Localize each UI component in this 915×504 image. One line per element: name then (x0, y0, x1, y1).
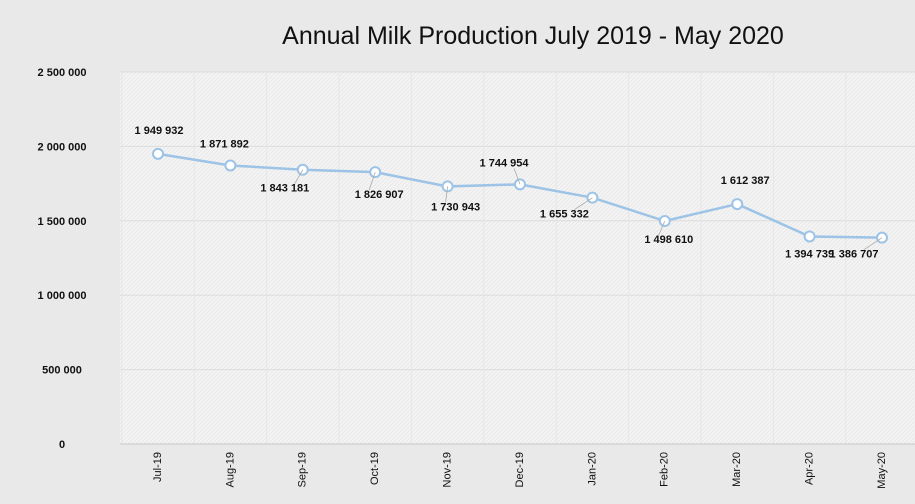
data-label: 1 655 332 (540, 209, 589, 221)
data-point (803, 230, 816, 243)
data-point (224, 159, 237, 172)
x-tick-label: Feb-20 (659, 452, 671, 487)
y-tick-label: 1 000 000 (38, 290, 87, 302)
x-tick-label: Oct-19 (369, 452, 381, 485)
label-leader-line (863, 237, 883, 250)
label-leader-line (368, 172, 376, 191)
x-tick-label: May-20 (876, 452, 888, 489)
data-point (731, 198, 744, 211)
y-tick-label: 500 000 (42, 365, 82, 377)
label-leader-line (445, 186, 448, 203)
data-label: 1 394 739 (785, 248, 834, 260)
data-label: 1 612 387 (721, 175, 770, 187)
x-axis: Jul-19 Aug-19 Sep-19 Oct-19 Nov-19 Dec-19 Jan-… (120, 443, 915, 489)
x-tick-label: Dec-19 (514, 452, 526, 487)
x-tick-label: Jul-19 (152, 452, 164, 482)
data-label: 1 871 892 (200, 138, 249, 150)
x-tick-label: Aug-19 (224, 452, 236, 487)
label-leader-line (294, 169, 304, 184)
data-point (152, 147, 164, 160)
data-label: 1 386 707 (830, 249, 879, 261)
data-label: 1 498 610 (644, 234, 693, 246)
x-tick-label: Nov-19 (442, 452, 454, 487)
data-label: 1 843 181 (260, 183, 309, 195)
data-label: 1 826 907 (355, 189, 404, 201)
y-tick-label: 0 (59, 439, 65, 451)
label-leader-line (574, 197, 593, 211)
y-tick-label: 1 500 000 (38, 216, 87, 228)
x-tick-label: Apr-20 (804, 452, 816, 485)
label-leader-line (513, 168, 521, 185)
y-axis: 2 500 000 2 000 000 1 500 000 1 000 000 500 … (38, 67, 87, 451)
plot-area (120, 72, 915, 444)
y-tick-label: 2 000 000 (38, 141, 87, 153)
label-leader-line (658, 220, 666, 236)
x-tick-label: Sep-19 (297, 452, 309, 487)
x-tick-label: Mar-20 (731, 452, 743, 487)
data-labels: 1 949 932 1 871 892 1 843 181 1 826 907 1 73… (135, 125, 883, 261)
y-tick-label: 2 500 000 (38, 67, 87, 79)
data-label: 1 744 954 (480, 157, 530, 169)
gridlines (120, 71, 915, 444)
chart-title: Annual Milk Production July 2019 - May 2… (282, 22, 784, 50)
data-label: 1 730 943 (431, 201, 480, 213)
x-tick-label: Jan-20 (586, 452, 598, 486)
data-label: 1 949 932 (135, 125, 184, 137)
